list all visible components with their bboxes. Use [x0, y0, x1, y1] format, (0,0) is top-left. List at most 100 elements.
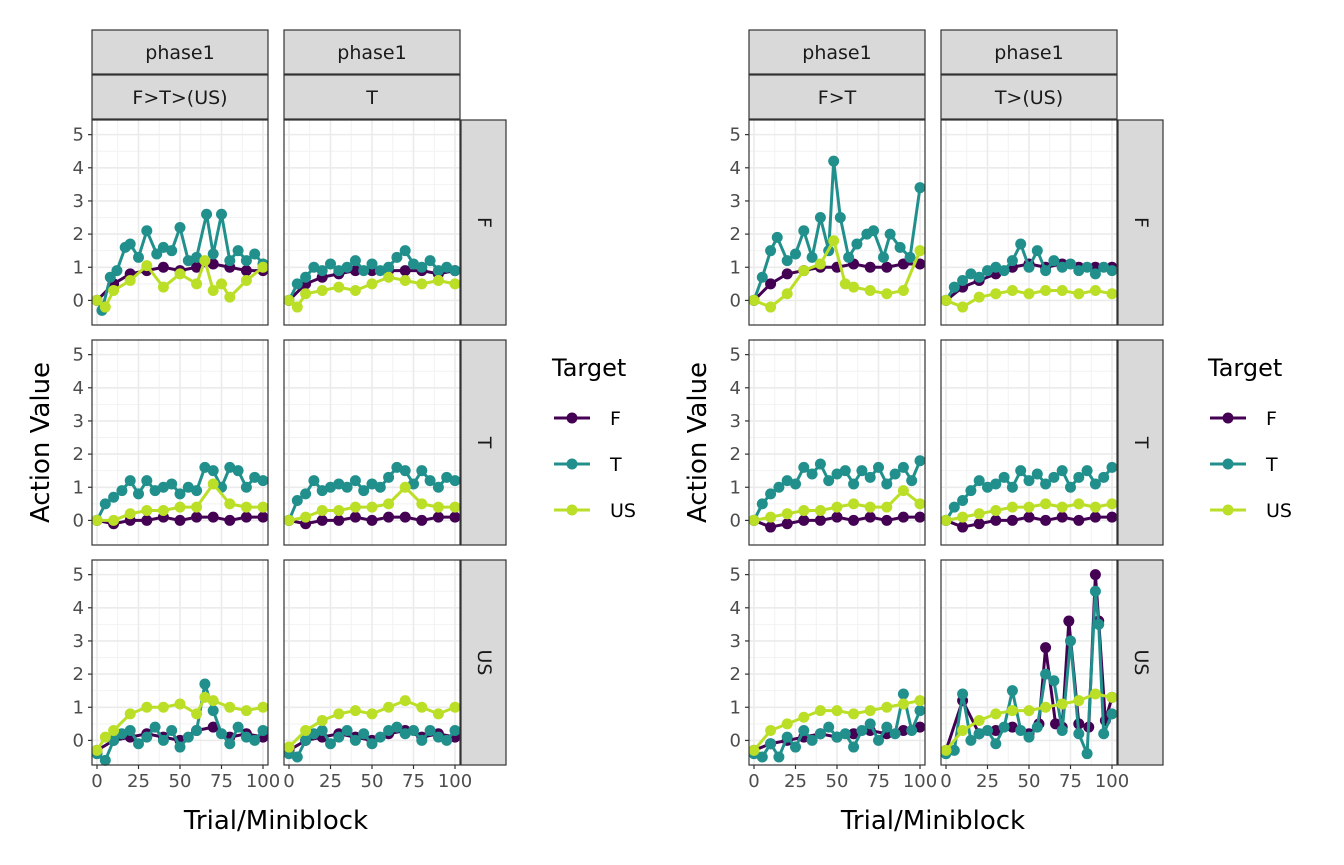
data-point-T — [216, 728, 227, 740]
y-tick-label: 4 — [73, 378, 84, 399]
data-point-T — [948, 501, 960, 513]
data-point-T — [914, 705, 926, 717]
data-point-F — [383, 511, 395, 523]
x-axis-title: Trial/Miniblock — [840, 806, 1025, 836]
data-point-US — [940, 744, 952, 756]
data-point-T — [839, 728, 851, 740]
y-tick-label: 0 — [73, 510, 84, 531]
data-point-F — [781, 268, 793, 280]
data-point-T — [399, 465, 411, 477]
data-point-T — [391, 461, 403, 473]
data-point-T — [224, 255, 236, 267]
y-axis-title: Action Value — [26, 362, 56, 523]
data-point-F — [814, 514, 826, 526]
data-point-US — [1023, 501, 1035, 513]
data-point-T — [906, 475, 918, 487]
data-point-T — [416, 734, 428, 746]
legend-label-F: F — [610, 408, 621, 430]
data-point-T — [408, 478, 419, 490]
data-point-T — [111, 265, 123, 277]
data-point-T — [249, 248, 261, 260]
data-point-T — [1048, 471, 1060, 483]
y-tick-label: 1 — [730, 697, 741, 718]
data-point-T — [965, 734, 977, 746]
data-point-T — [790, 248, 801, 260]
data-point-T — [1031, 721, 1043, 733]
data-point-F — [1106, 511, 1118, 523]
y-tick-label: 5 — [730, 565, 741, 586]
x-tick-label: 0 — [748, 771, 759, 792]
data-point-F — [781, 518, 793, 530]
data-point-T — [341, 724, 353, 736]
data-point-US — [798, 265, 810, 277]
data-point-T — [116, 728, 128, 740]
data-point-US — [333, 281, 345, 293]
row-strip-label: F — [473, 217, 495, 228]
data-point-T — [1065, 635, 1076, 647]
y-tick-label: 4 — [730, 158, 741, 179]
data-point-F — [864, 511, 876, 523]
data-point-T — [790, 478, 801, 490]
data-point-T — [990, 261, 1002, 273]
legend-key-point-F — [566, 412, 578, 424]
data-point-US — [449, 501, 461, 513]
data-point-T — [108, 734, 120, 746]
data-point-T — [806, 734, 818, 746]
data-point-US — [224, 701, 236, 713]
data-point-US — [914, 245, 926, 257]
data-point-T — [806, 251, 818, 263]
data-point-T — [1073, 471, 1085, 483]
data-point-US — [240, 705, 252, 717]
data-point-F — [848, 514, 860, 526]
data-point-T — [982, 265, 993, 277]
data-point-T — [199, 678, 211, 690]
data-point-T — [316, 485, 328, 497]
data-point-T — [773, 481, 785, 493]
data-point-US — [1006, 284, 1018, 296]
data-point-T — [1015, 465, 1027, 477]
data-point-T — [232, 465, 244, 477]
data-point-T — [1006, 481, 1018, 493]
y-tick-label: 5 — [73, 565, 84, 586]
data-point-US — [399, 695, 411, 707]
data-point-T — [957, 688, 969, 700]
data-point-T — [366, 258, 378, 270]
data-point-T — [1023, 261, 1035, 273]
data-point-T — [1106, 708, 1118, 720]
data-point-T — [133, 738, 144, 750]
data-point-T — [249, 734, 261, 746]
data-point-F — [914, 721, 926, 733]
row-strip — [1117, 339, 1164, 546]
legend-label-F: F — [1266, 408, 1277, 430]
column-strip-top-label: phase1 — [337, 42, 406, 64]
data-point-T — [814, 728, 826, 740]
data-point-T — [864, 718, 876, 730]
panel-T-T — [283, 339, 461, 546]
data-point-T — [756, 751, 768, 763]
data-point-T — [1098, 261, 1110, 273]
data-point-US — [316, 284, 328, 296]
data-point-F — [1006, 721, 1018, 733]
data-point-F — [449, 511, 461, 523]
data-point-US — [814, 705, 826, 717]
data-point-T — [1048, 255, 1060, 267]
panel-border — [91, 339, 269, 546]
y-tick-label: 0 — [73, 290, 84, 311]
data-point-F — [1089, 511, 1101, 523]
data-point-T — [973, 728, 985, 740]
data-point-T — [848, 478, 860, 490]
row-strip-label: F — [1130, 217, 1152, 228]
data-point-T — [1098, 471, 1110, 483]
data-point-T — [182, 481, 194, 493]
panel-F-T — [283, 119, 461, 326]
data-point-T — [834, 212, 846, 224]
data-point-T — [1040, 668, 1052, 680]
data-point-T — [781, 731, 793, 743]
data-point-US — [814, 258, 826, 270]
data-point-US — [300, 511, 312, 523]
data-point-US — [897, 485, 909, 497]
data-point-T — [798, 225, 810, 237]
data-point-T — [856, 465, 868, 477]
y-axis-title: Action Value — [683, 362, 713, 523]
legend-key-point-F — [1222, 412, 1234, 424]
